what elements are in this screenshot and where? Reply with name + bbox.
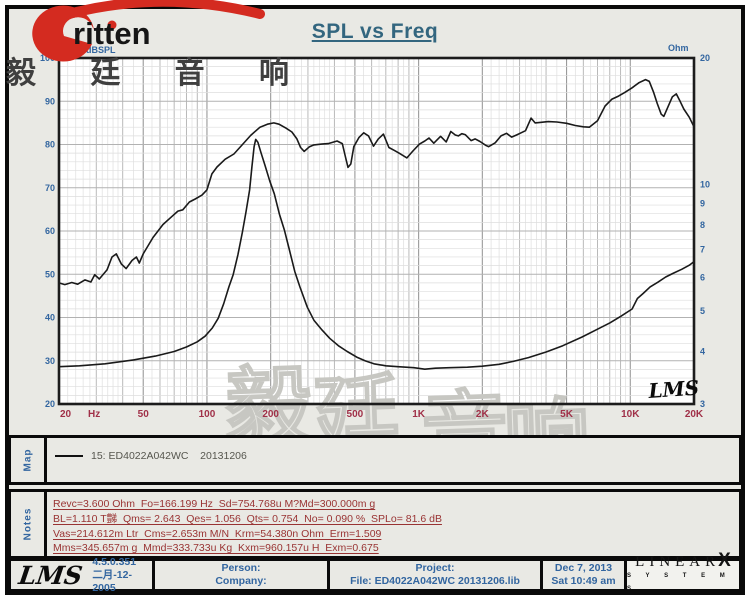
report-frame: 毅廷音响100908070605040302020109876543205010… [5, 5, 745, 595]
svg-text:10: 10 [700, 179, 710, 189]
brand-name: ritten [73, 16, 151, 51]
notes-line-1: Revc=3.600 Ohm Fo=166.199 Hz Sd=754.768u… [53, 498, 376, 510]
lms-logo-small: LMS [16, 560, 85, 590]
svg-text:2K: 2K [476, 409, 490, 420]
svg-text:90: 90 [45, 96, 55, 106]
svg-text:5: 5 [700, 306, 705, 316]
svg-text:Hz: Hz [88, 409, 100, 420]
map-label-text: Map [22, 448, 33, 472]
report-date: Dec 7, 2013 [554, 562, 613, 574]
svg-text:8: 8 [700, 220, 705, 230]
svg-text:500: 500 [347, 409, 364, 420]
map-panel-label: Map [11, 438, 47, 482]
footer-version-cell: LMS 4.5.0.351 二月-12-2005 [11, 556, 152, 594]
svg-text:1K: 1K [412, 409, 426, 420]
impedance-curve [58, 138, 695, 370]
svg-text:20K: 20K [685, 409, 704, 420]
svg-text:30: 30 [45, 356, 55, 366]
svg-text:20: 20 [45, 399, 55, 409]
person-label: Person: [221, 562, 261, 574]
y-axis-right-label: Ohm [668, 43, 689, 53]
file-label: File: ED4022A042WC 20131206.lib [350, 575, 520, 587]
spl-curve [58, 78, 695, 286]
svg-text:3: 3 [700, 399, 705, 409]
linearx-logo: LINEAR X S Y S T E M S [624, 551, 739, 592]
svg-text:200: 200 [262, 409, 279, 420]
svg-text:80: 80 [45, 140, 55, 150]
curve-legend-text: 15: ED4022A042WC 20131206 [91, 450, 247, 462]
project-label: Project: [415, 562, 455, 574]
software-date: 二月-12-2005 [92, 568, 132, 594]
notes-panel-label: Notes [11, 492, 47, 556]
svg-text:9: 9 [700, 199, 705, 209]
curve-legend-swatch [55, 455, 83, 457]
svg-text:50: 50 [45, 269, 55, 279]
footer-person-cell: Person: Company: [152, 561, 327, 589]
svg-text:20: 20 [700, 53, 710, 63]
notes-line-4: Mms=345.657m g Mmd=333.733u Kg Kxm=960.1… [53, 542, 379, 555]
y-axis-left-label: dBSPL [86, 45, 116, 55]
lms-plot-mark: LMS [647, 376, 700, 404]
notes-content: Revc=3.600 Ohm Fo=166.199 Hz Sd=754.768u… [47, 492, 739, 556]
linearx-word: LINEAR [635, 554, 721, 570]
grid-horizontal [59, 66, 694, 396]
x-ticks: 20 50 100 200 500 1K 2K 5K 10K 20K Hz [60, 409, 704, 420]
map-panel: Map 15: ED4022A042WC 20131206 [8, 435, 742, 485]
y-right-ticks: 20 10 9 8 7 6 5 4 3 [700, 53, 710, 409]
report-time: Sat 10:49 am [551, 575, 616, 587]
footer-bar: LMS 4.5.0.351 二月-12-2005 Person: Company… [8, 551, 742, 594]
svg-text:50: 50 [138, 409, 150, 420]
svg-text:10K: 10K [621, 409, 640, 420]
footer-project-cell: Project: File: ED4022A042WC 20131206.lib [327, 561, 540, 589]
notes-line-2: BL=1.110 T豑 Qms= 2.643 Qes= 1.056 Qts= 0… [53, 512, 442, 525]
notes-line-3: Vas=214.612m Ltr Cms=2.653m M/N Krm=54.3… [53, 527, 382, 540]
notes-panel: Notes Revc=3.600 Ohm Fo=166.199 Hz Sd=75… [8, 489, 742, 559]
footer-date-cell: Dec 7, 2013 Sat 10:49 am [540, 561, 624, 589]
svg-text:20: 20 [60, 409, 72, 420]
map-legend: 15: ED4022A042WC 20131206 [47, 438, 739, 482]
notes-label-text: Notes [22, 507, 33, 541]
chart-title: SPL vs Freq [311, 20, 439, 43]
company-label: Company: [215, 575, 267, 587]
chinese-brand-name: 毅 廷 音 响 [6, 57, 313, 90]
svg-text:6: 6 [700, 273, 705, 283]
svg-text:40: 40 [45, 313, 55, 323]
svg-text:60: 60 [45, 226, 55, 236]
linearx-systems: S Y S T E M S [627, 573, 732, 592]
linearx-x: X [718, 550, 731, 571]
svg-text:4: 4 [700, 347, 705, 357]
software-version: 4.5.0.351 [92, 555, 137, 568]
svg-text:70: 70 [45, 183, 55, 193]
svg-text:5K: 5K [560, 409, 574, 420]
svg-text:7: 7 [700, 244, 705, 254]
svg-text:100: 100 [199, 409, 216, 420]
